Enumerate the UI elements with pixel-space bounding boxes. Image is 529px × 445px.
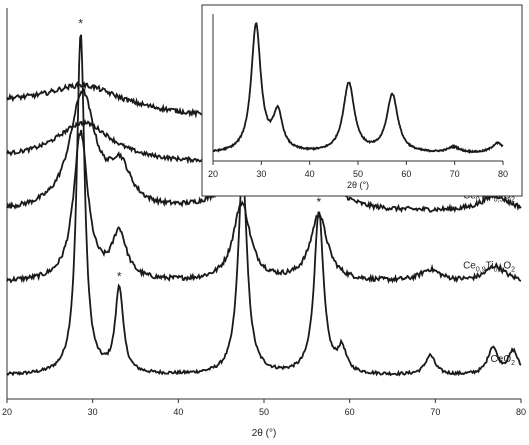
inset-tick-label: 70: [450, 169, 460, 179]
main-tick-label: 40: [173, 407, 183, 417]
inset-tick-label: 60: [401, 169, 411, 179]
peak-star-1: *: [117, 269, 122, 283]
main-series-line-1: [6, 129, 522, 284]
main-tick-label: 30: [88, 407, 98, 417]
main-tick-label: 20: [2, 407, 12, 417]
inset-tick-label: 30: [256, 169, 266, 179]
inset-tick-label: 50: [353, 169, 363, 179]
inset-x-axis-label: 2θ (°): [347, 180, 369, 190]
inset-tick-label: 80: [498, 169, 508, 179]
main-x-ticks: 20 30 40 50 60 70 80: [2, 399, 526, 417]
inset-x-ticks: 20 30 40 50 60 70 80: [208, 161, 508, 179]
inset-tick-label: 40: [305, 169, 315, 179]
main-tick-label: 80: [516, 407, 526, 417]
inset-series-group: [212, 22, 504, 155]
main-x-axis-label: 2θ (°): [252, 428, 277, 439]
series-label-1: Ce0,9Ti0,1O2: [463, 261, 515, 274]
peak-star-3: *: [316, 195, 321, 209]
inset-frame: [201, 4, 523, 197]
main-tick-label: 50: [259, 407, 269, 417]
main-series-line-0: [6, 34, 522, 377]
inset-tick-label: 20: [208, 169, 218, 179]
main-tick-label: 70: [430, 407, 440, 417]
main-tick-label: 60: [345, 407, 355, 417]
inset-series-line-0: [212, 22, 504, 155]
peak-star-0: *: [78, 17, 83, 31]
series-label-0: CeO2: [491, 354, 516, 367]
